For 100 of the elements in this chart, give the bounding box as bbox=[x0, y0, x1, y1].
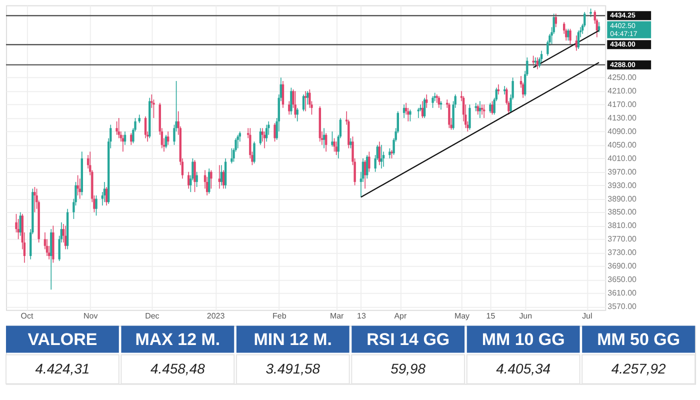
candlestick bbox=[333, 138, 336, 152]
candlestick bbox=[282, 80, 284, 108]
y-tick-label: 3570.00 bbox=[608, 302, 638, 311]
candlestick bbox=[122, 134, 124, 152]
candlestick bbox=[368, 151, 370, 172]
candlestick bbox=[230, 148, 233, 164]
candlestick bbox=[64, 225, 67, 250]
candlestick bbox=[294, 90, 296, 118]
y-tick-label: 4210.00 bbox=[608, 86, 638, 96]
category-label: MIN 12 M. bbox=[254, 330, 332, 349]
text: 4.405,34 bbox=[496, 360, 551, 377]
candlestick bbox=[426, 94, 428, 108]
category-label: MAX 12 M. bbox=[135, 330, 220, 349]
candlestick bbox=[302, 94, 305, 112]
candlestick bbox=[220, 164, 223, 186]
y-tick-label: 3810.00 bbox=[608, 221, 638, 230]
candlestick bbox=[468, 104, 471, 130]
candlestick bbox=[265, 124, 268, 142]
candlestick bbox=[218, 164, 220, 190]
candlestick bbox=[421, 100, 424, 118]
y-tick-label: 4010.00 bbox=[608, 154, 638, 163]
candlestick bbox=[388, 148, 391, 159]
category-label: RSI 14 GG bbox=[366, 330, 450, 349]
candlestick bbox=[144, 116, 147, 139]
x-tick-label: Jun bbox=[519, 311, 532, 320]
candlestick bbox=[166, 131, 170, 146]
candlestick bbox=[116, 120, 118, 136]
candlestick bbox=[474, 102, 477, 112]
candlestick bbox=[274, 122, 276, 142]
candlestick bbox=[194, 160, 196, 192]
text: 4.257,92 bbox=[611, 360, 666, 377]
candlestick bbox=[350, 138, 352, 149]
y-tick-label: 3730.00 bbox=[608, 248, 638, 258]
y-tick-label: 4050.00 bbox=[608, 140, 638, 150]
candlestick bbox=[569, 28, 572, 44]
candlestick bbox=[296, 108, 298, 122]
y-tick-label: 3850.00 bbox=[608, 208, 638, 217]
candlestick bbox=[532, 55, 534, 66]
candlestick bbox=[188, 171, 190, 190]
candlestick bbox=[536, 57, 539, 70]
candlestick bbox=[19, 212, 22, 236]
y-tick-label: 3650.00 bbox=[608, 275, 638, 284]
candlestick bbox=[288, 100, 290, 116]
candlestick bbox=[324, 132, 328, 152]
candlestick bbox=[575, 35, 578, 52]
y-tick-label: 3690.00 bbox=[608, 262, 638, 271]
x-tick-label: 2023 bbox=[206, 311, 226, 320]
y-tick-label: 3970.00 bbox=[608, 167, 638, 176]
candlestick bbox=[164, 134, 168, 149]
y-tick-label: 4250.00 bbox=[608, 73, 638, 82]
candlestick bbox=[196, 171, 198, 188]
x-tick-label: Nov bbox=[84, 311, 98, 320]
y-tick-label: 4170.00 bbox=[608, 100, 638, 110]
category-label: MM 50 GG bbox=[597, 330, 680, 349]
candlestick bbox=[331, 131, 334, 148]
x-tick-label: Jul bbox=[582, 311, 592, 320]
candlestick bbox=[489, 102, 492, 114]
candlestick bbox=[409, 109, 412, 122]
text: 3.491,58 bbox=[266, 360, 320, 377]
candlestick bbox=[105, 186, 108, 206]
candlestick bbox=[76, 174, 79, 196]
x-tick-label: Mar bbox=[330, 311, 344, 320]
candlestick bbox=[253, 141, 256, 164]
x-tick-label: 15 bbox=[486, 311, 496, 320]
text: 4.458,48 bbox=[150, 360, 205, 377]
candlestick bbox=[478, 100, 482, 118]
x-tick-label: 13 bbox=[357, 311, 366, 320]
candlestick bbox=[417, 108, 420, 118]
x-tick-label: Dec bbox=[145, 311, 160, 320]
x-tick-label: Oct bbox=[20, 311, 34, 320]
candlestick bbox=[50, 228, 52, 290]
x-tick-label: May bbox=[454, 311, 470, 320]
candlestick bbox=[378, 141, 381, 166]
y-tick-label: 3770.00 bbox=[608, 234, 638, 244]
y-tick-label: 3930.00 bbox=[608, 180, 638, 190]
candlestick bbox=[236, 134, 239, 149]
category-label: VALORE bbox=[28, 330, 98, 349]
candlestick bbox=[290, 87, 292, 116]
candlestick bbox=[380, 144, 383, 169]
y-tick-label: 3890.00 bbox=[608, 194, 638, 204]
x-tick-label: Feb bbox=[272, 311, 287, 320]
y-tick-label: 3610.00 bbox=[608, 288, 638, 298]
candlestick bbox=[34, 186, 36, 213]
candlestick bbox=[210, 170, 212, 190]
candlestick bbox=[366, 154, 368, 179]
candlestick bbox=[476, 104, 480, 116]
candlestick bbox=[224, 158, 227, 190]
candlestick bbox=[402, 104, 406, 118]
x-tick-label: Apr bbox=[394, 311, 407, 320]
candlestick bbox=[304, 90, 307, 112]
candlestick bbox=[208, 168, 210, 194]
candlestick bbox=[491, 100, 494, 116]
candlestick bbox=[482, 104, 486, 118]
candlestick bbox=[222, 170, 225, 190]
candlestick bbox=[95, 195, 98, 216]
candlestick bbox=[335, 141, 338, 156]
candlestick bbox=[448, 102, 450, 129]
y-tick-label: 4090.00 bbox=[608, 126, 638, 136]
candlestick bbox=[432, 96, 434, 108]
candlestick bbox=[103, 182, 106, 203]
